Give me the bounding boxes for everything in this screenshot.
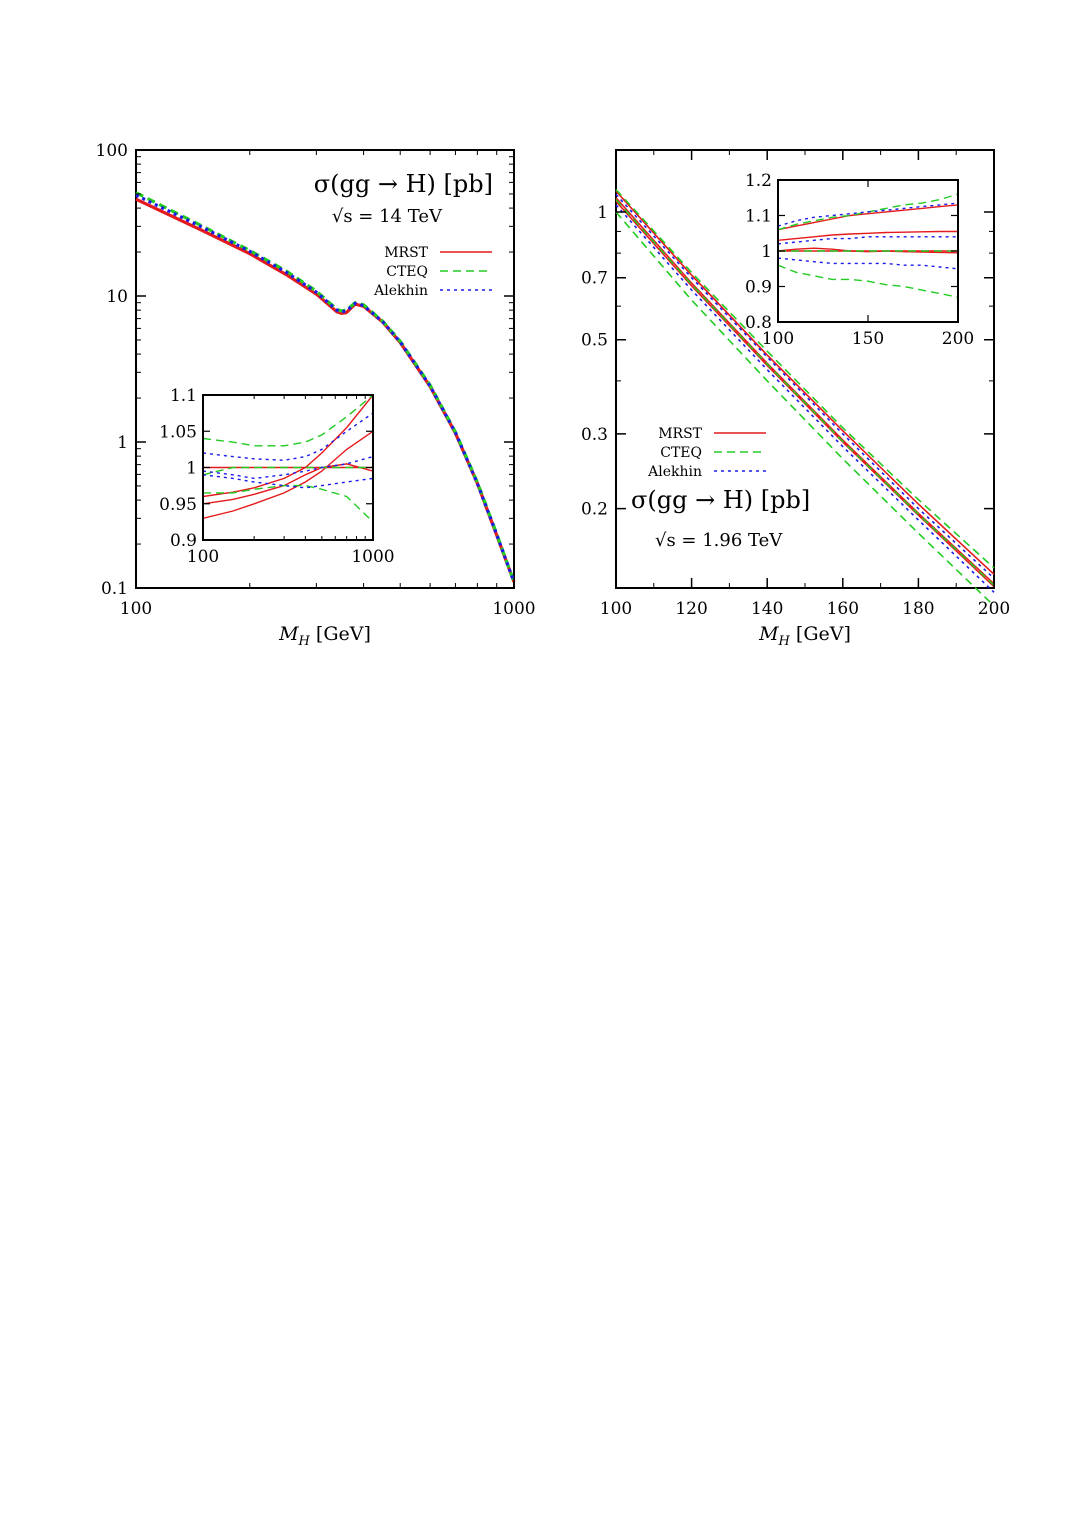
series-line-cteq	[615, 188, 995, 569]
x-tick-label: 200	[978, 599, 1010, 619]
inset-y-tick-label: 1.1	[745, 207, 772, 227]
legend: MRST CTEQ Alekhin	[647, 426, 766, 480]
series-line-mrst	[778, 247, 958, 254]
series-line-alekhin	[778, 236, 958, 245]
inset-series-lines	[778, 193, 958, 298]
x-tick-label: 140	[751, 599, 783, 619]
x-axis-label: MH [GeV]	[758, 623, 851, 649]
legend-label-alekhin: Alekhin	[647, 464, 702, 480]
series-lines	[615, 188, 995, 607]
y-tick-label: 100	[96, 141, 128, 161]
legend-label-mrst: MRST	[658, 426, 702, 442]
annotation-title: σ(gg → H) [pb]	[314, 170, 493, 198]
series-lines	[135, 191, 516, 583]
x-tick-label: 120	[675, 599, 707, 619]
series-line-alekhin	[778, 257, 958, 270]
y-tick-label: 0.3	[581, 425, 608, 445]
series-line-alekhin	[135, 193, 516, 583]
chart-right: 100 120 140 160 180 200 0.2 0.3 0.5 0.7 1 MH [GeV]…	[581, 149, 1010, 649]
tick-labels: 100 120 140 160 180 200 0.2 0.3 0.5 0.7 1	[581, 203, 1010, 619]
series-line-cteq	[203, 395, 373, 447]
y-tick-label: 10	[106, 287, 128, 307]
inset-chart: 100 150 200 0.8 0.9 1 1.1 1.2	[745, 171, 974, 349]
x-axis-label: MH [GeV]	[278, 623, 371, 649]
inset-y-tick-label: 0.95	[159, 495, 197, 515]
series-line-mrst	[615, 190, 995, 575]
x-tick-label: 100	[600, 599, 632, 619]
annotation-subtitle: √s = 1.96 TeV	[655, 530, 783, 551]
series-line-alekhin	[615, 193, 995, 579]
chart-left: 100 1000 0.1 1 10 100 MH [GeV] σ(gg → H) [pb]…	[96, 141, 536, 649]
inset-series-lines	[203, 395, 373, 523]
y-tick-label: 0.7	[581, 269, 608, 289]
y-tick-label: 0.2	[581, 500, 608, 520]
legend-label-alekhin: Alekhin	[373, 283, 428, 299]
inset-y-tick-label: 0.9	[170, 531, 197, 551]
series-line-cteq	[615, 211, 995, 607]
series-line-cteq	[203, 484, 373, 523]
x-tick-label: 100	[120, 599, 152, 619]
inset-x-tick-label: 100	[762, 329, 794, 349]
inset-y-tick-label: 1.2	[745, 171, 772, 191]
annotation-subtitle: √s = 14 TeV	[332, 206, 443, 227]
inset-y-tick-label: 1	[761, 242, 772, 262]
series-line-mrst	[778, 204, 958, 231]
series-line-cteq	[778, 264, 958, 298]
legend-label-cteq: CTEQ	[386, 264, 428, 280]
tick-marks	[135, 149, 515, 589]
series-line-alekhin	[203, 474, 373, 489]
inset-y-tick-label: 0.8	[745, 313, 772, 333]
series-line-cteq	[203, 466, 373, 476]
y-tick-label: 1	[597, 203, 608, 223]
inset-y-tick-label: 1.05	[159, 422, 197, 442]
series-line-alekhin	[203, 455, 373, 480]
legend-label-mrst: MRST	[384, 245, 428, 261]
inset-chart: 100 1000 0.9 0.95 1 1.05 1.1	[159, 386, 394, 567]
series-line-mrst	[778, 230, 958, 241]
series-line-alekhin	[203, 412, 373, 462]
inset-x-tick-label: 150	[852, 329, 884, 349]
tick-marks	[615, 150, 995, 588]
y-tick-label: 0.1	[101, 579, 128, 599]
inset-x-tick-label: 100	[187, 547, 219, 567]
annotation-title: σ(gg → H) [pb]	[631, 486, 810, 514]
inset-x-tick-label: 200	[942, 329, 974, 349]
legend: MRST CTEQ Alekhin	[373, 245, 492, 299]
x-tick-label: 1000	[492, 599, 535, 619]
y-tick-label: 1	[117, 433, 128, 453]
x-tick-label: 160	[827, 599, 859, 619]
x-tick-label: 180	[902, 599, 934, 619]
y-tick-label: 0.5	[581, 331, 608, 351]
series-line-cteq	[615, 198, 995, 586]
plot-frame	[135, 149, 515, 589]
inset-y-tick-label: 1	[186, 459, 197, 479]
inset-y-tick-label: 0.9	[745, 278, 772, 298]
inset-x-tick-label: 1000	[351, 547, 394, 567]
series-line-alekhin	[778, 202, 958, 227]
tick-labels: 100 1000 0.1 1 10 100	[96, 141, 536, 619]
inset-y-tick-label: 1.1	[170, 386, 197, 406]
legend-label-cteq: CTEQ	[660, 445, 702, 461]
series-line-mrst	[203, 430, 373, 519]
